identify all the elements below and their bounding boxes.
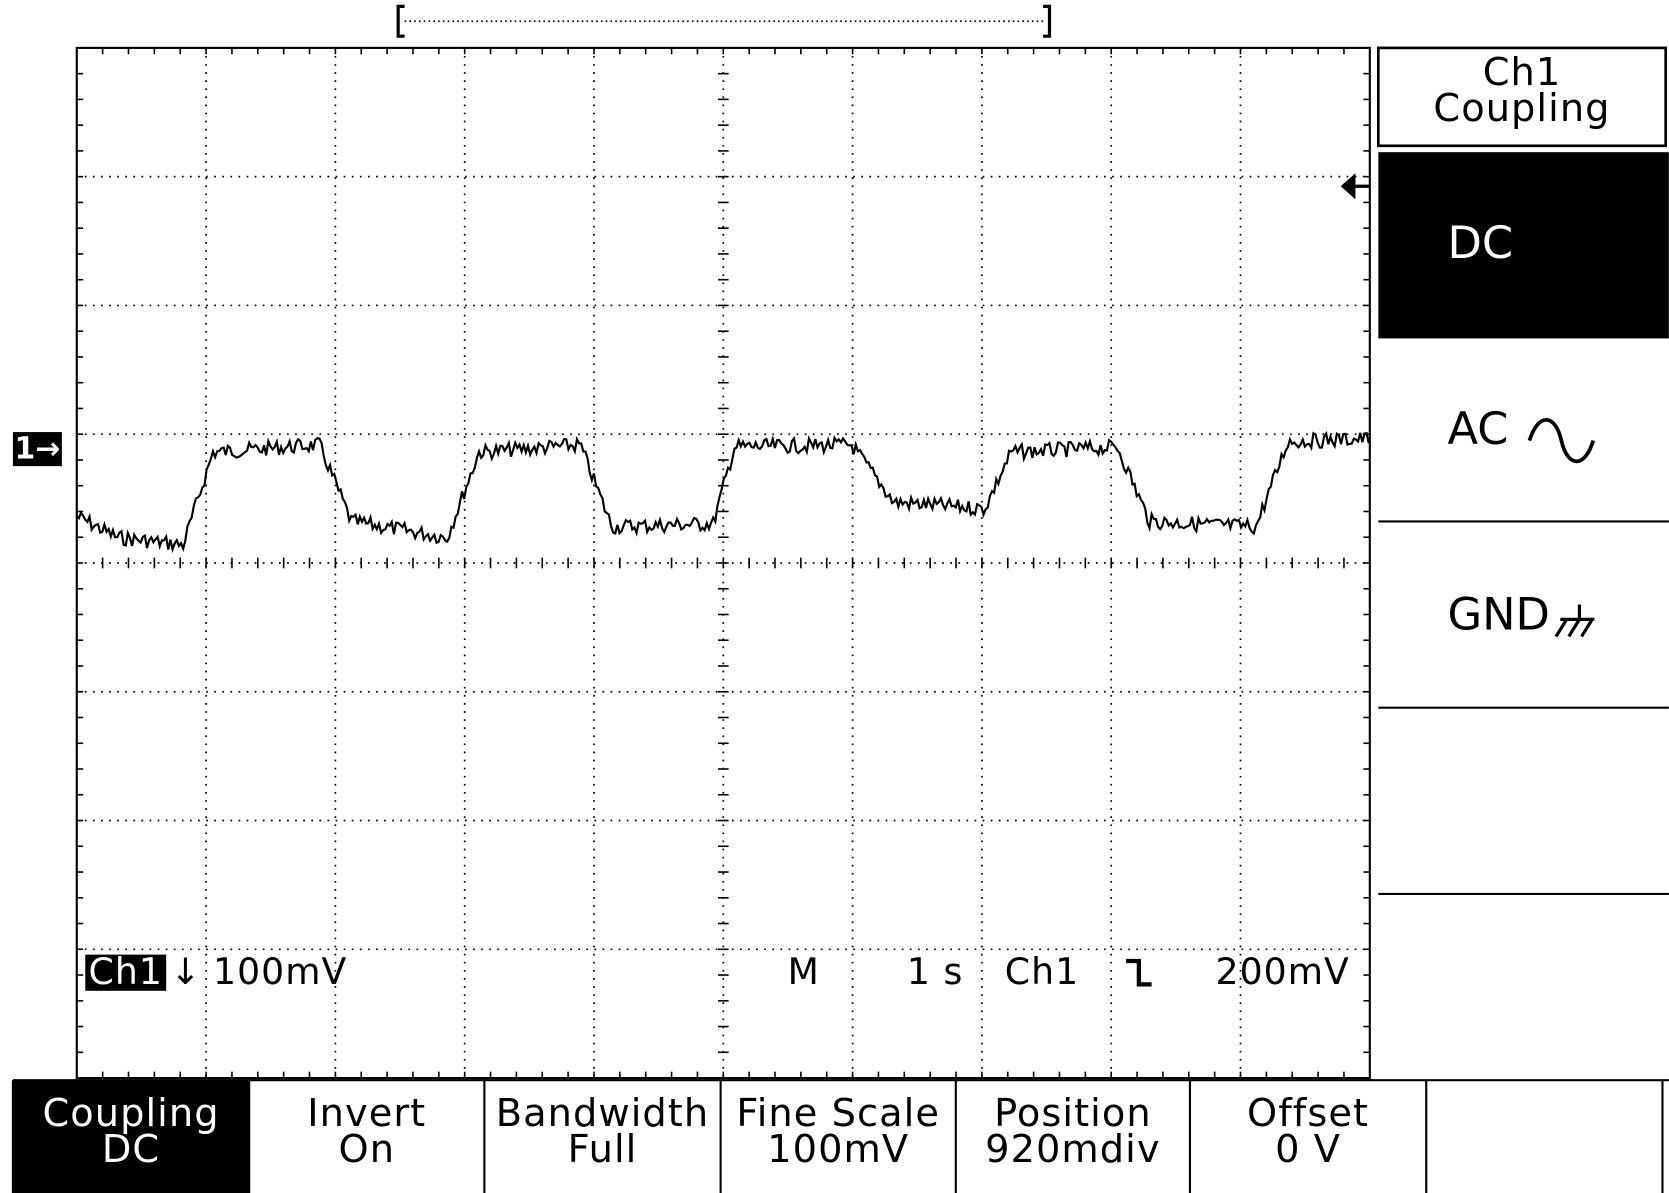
side-option[interactable]: DC [1447, 217, 1513, 269]
side-menu-dividers [1378, 520, 1669, 896]
trigger-level-arrow [1340, 173, 1370, 200]
status-direction: ↓ [170, 950, 201, 993]
graticule-border [75, 46, 1371, 1080]
status-channel: Ch1 [89, 950, 163, 993]
bottom-button-label[interactable]: Coupling [42, 1091, 219, 1136]
ground-symbol [1554, 604, 1595, 638]
channel-box [85, 954, 167, 991]
bottom-button-label[interactable]: Position [994, 1091, 1152, 1136]
bottom-button-label[interactable]: Offset [1247, 1091, 1369, 1136]
bottom-button-value[interactable]: 0 V [1275, 1127, 1341, 1172]
bottom-button-value[interactable]: 100mV [767, 1127, 909, 1172]
bottom-button-selected[interactable] [12, 1080, 250, 1193]
side-option-selected[interactable] [1378, 152, 1669, 339]
trigger-slope [1126, 958, 1152, 987]
bottom-button-value[interactable]: 920mdiv [985, 1127, 1160, 1172]
status-timebase: 1 s [907, 950, 964, 993]
status-scale: 100mV [213, 950, 347, 993]
status-mode: M [788, 950, 820, 993]
side-menu-title: Coupling [1433, 86, 1610, 131]
bottom-button-value[interactable]: DC [102, 1127, 160, 1172]
ac-symbol [1527, 418, 1596, 463]
side-option[interactable]: GND [1447, 588, 1549, 640]
status-trigger-level: 200mV [1215, 950, 1349, 993]
side-option[interactable]: AC [1447, 403, 1508, 455]
bottom-button-label[interactable]: Invert [307, 1091, 426, 1136]
waveform [76, 430, 1370, 554]
record-bracket [396, 4, 1052, 38]
channel-marker-box [12, 432, 62, 467]
channel-marker: 1→ [15, 432, 61, 467]
bottom-button-value[interactable]: On [338, 1127, 395, 1172]
status-trigger-source: Ch1 [1005, 950, 1079, 993]
bottom-button-label[interactable]: Bandwidth [496, 1091, 709, 1136]
side-menu-title-box [1376, 46, 1667, 148]
bottom-button-value[interactable]: Full [568, 1127, 638, 1172]
side-menu-title: Ch1 [1483, 50, 1562, 95]
bottom-button-label[interactable]: Fine Scale [736, 1091, 940, 1136]
